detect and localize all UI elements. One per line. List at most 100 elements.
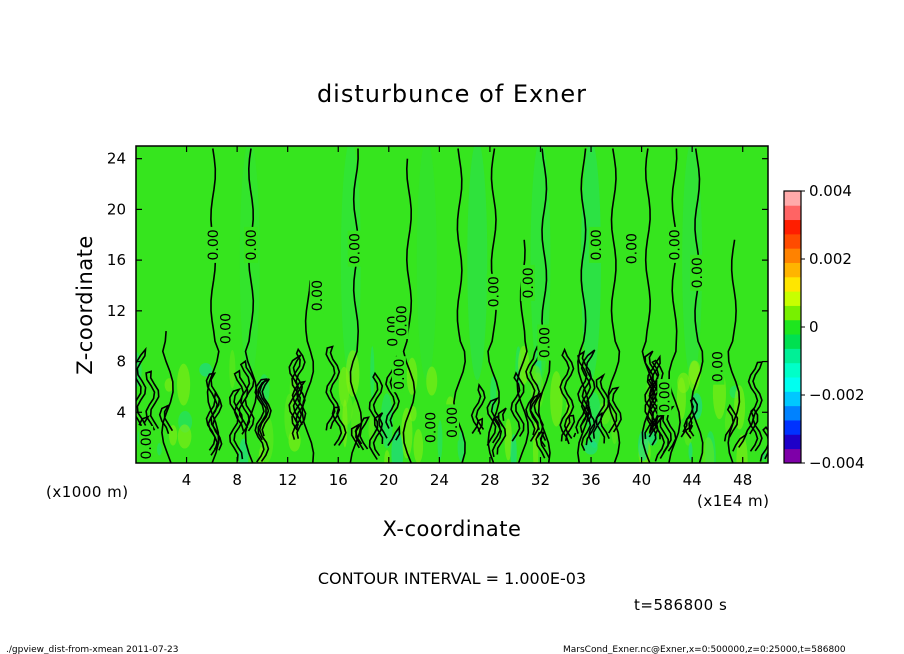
contour-interval-text: CONTOUR INTERVAL = 1.000E-03 bbox=[318, 569, 586, 588]
contour-label: 0.00 bbox=[657, 381, 673, 412]
contour-loop bbox=[491, 415, 507, 458]
contour-loop bbox=[529, 392, 544, 442]
contour-loop bbox=[387, 425, 401, 447]
shading-patch bbox=[550, 371, 563, 427]
contour-loop bbox=[759, 425, 768, 462]
contour-loop bbox=[644, 350, 659, 440]
shading-patch bbox=[437, 420, 443, 460]
colorbar-swatch bbox=[784, 334, 801, 349]
colorbar-swatch bbox=[784, 348, 801, 364]
colorbar-swatch bbox=[784, 276, 801, 292]
contour-label: 0.00 bbox=[392, 359, 408, 390]
contour-loop bbox=[136, 346, 147, 432]
contour-label: 0.00 bbox=[690, 257, 706, 288]
shading-patch bbox=[584, 440, 598, 455]
x-unit-left: (x1000 m) bbox=[46, 483, 129, 501]
contour-loop bbox=[257, 378, 272, 441]
contour-label-bg bbox=[244, 226, 259, 263]
shading-patch bbox=[229, 349, 236, 389]
contour-loop bbox=[138, 415, 151, 426]
contour-loop bbox=[595, 373, 610, 444]
x-tick-label: 48 bbox=[733, 471, 752, 489]
contour-loop bbox=[654, 412, 670, 462]
contour-loop bbox=[680, 424, 694, 438]
contour-lines bbox=[136, 148, 768, 463]
shading-patch bbox=[168, 425, 178, 446]
contour-label: 0.00 bbox=[710, 351, 726, 382]
contour-label: 0.00 bbox=[424, 412, 440, 443]
colorbar-swatch bbox=[784, 391, 801, 407]
colorbar-swatch bbox=[784, 191, 801, 206]
contour-loop bbox=[325, 345, 341, 431]
colorbar-swatch bbox=[784, 291, 801, 306]
contour-label-bg bbox=[445, 404, 459, 441]
colorbar-swatch bbox=[784, 362, 801, 378]
contour-loop bbox=[158, 403, 174, 435]
contour-loop bbox=[228, 387, 244, 462]
contour-line bbox=[537, 148, 551, 463]
colorbar-swatch bbox=[784, 262, 801, 278]
x-tick-label: 40 bbox=[632, 471, 651, 489]
shading-band bbox=[467, 146, 488, 381]
shading-patch bbox=[199, 362, 213, 377]
colorbar-tick-label: 0 bbox=[809, 318, 819, 336]
contour-label: 0.00 bbox=[394, 305, 410, 336]
colorbar-swatch bbox=[784, 319, 801, 335]
x-tick-label: 4 bbox=[182, 471, 192, 489]
contour-label-bg bbox=[537, 324, 552, 361]
shading-patch bbox=[413, 429, 424, 463]
contour-loop bbox=[540, 431, 547, 448]
shading-patch bbox=[391, 430, 404, 463]
x-tick-label: 16 bbox=[329, 471, 348, 489]
contour-loop bbox=[497, 407, 507, 427]
contour-label-bg bbox=[520, 264, 535, 301]
contour-label: 0.00 bbox=[667, 229, 683, 260]
contour-label-bg bbox=[624, 230, 639, 267]
contour-label: 0.00 bbox=[348, 233, 364, 264]
contour-loop bbox=[510, 371, 525, 442]
colorbar-tick-label: 0.004 bbox=[809, 182, 852, 200]
contour-loop bbox=[588, 411, 603, 443]
shading-patch bbox=[510, 434, 517, 463]
contour-loop bbox=[207, 391, 223, 456]
contour-label-bg bbox=[423, 409, 438, 446]
contour-loop bbox=[145, 370, 160, 431]
contour-loop bbox=[644, 377, 659, 438]
contour-label-bg bbox=[589, 226, 604, 263]
contour-loop bbox=[559, 347, 575, 445]
contour-label: 0.00 bbox=[624, 233, 640, 264]
contour-loop bbox=[291, 380, 307, 440]
shading-patch bbox=[677, 372, 690, 393]
contour-label: 0.00 bbox=[219, 313, 235, 344]
contour-loop bbox=[560, 414, 576, 442]
contour-label-bg bbox=[206, 226, 221, 263]
shading-patch bbox=[345, 350, 360, 397]
shading-patch bbox=[688, 442, 693, 461]
contour-label-bg bbox=[347, 230, 362, 267]
contour-loop bbox=[254, 378, 270, 463]
contour-line bbox=[402, 158, 416, 463]
shading-patch bbox=[702, 437, 715, 463]
contour-label-bg bbox=[710, 348, 725, 385]
shading-patch bbox=[351, 399, 361, 444]
x-unit-right: (x1E4 m) bbox=[697, 492, 770, 510]
x-tick-label: 20 bbox=[379, 471, 398, 489]
contour-label-bg bbox=[690, 254, 705, 291]
contour-loop bbox=[747, 361, 764, 452]
contour-label: 0.00 bbox=[487, 276, 503, 307]
shading-patch bbox=[284, 393, 296, 440]
contour-line bbox=[349, 148, 363, 463]
shading-patch bbox=[688, 360, 700, 391]
time-text: t=586800 s bbox=[634, 596, 727, 614]
contour-labels: 0.00 0.00 0.00 0.00 0.00 0.00 0.00 0.00 0.00 0.00… bbox=[139, 226, 726, 462]
contour-loop bbox=[573, 432, 577, 438]
footer-right: MarsCond_Exner.nc@Exner,x=0:500000,z=0:2… bbox=[563, 645, 846, 654]
contour-loop bbox=[607, 386, 622, 434]
contour-loop bbox=[288, 354, 304, 431]
contour-label-bg bbox=[657, 379, 672, 416]
contour-loop bbox=[732, 432, 748, 452]
contour-label-bg bbox=[391, 356, 406, 393]
x-tick-label: 44 bbox=[683, 471, 702, 489]
colorbar-tick-label: −0.002 bbox=[809, 386, 865, 404]
